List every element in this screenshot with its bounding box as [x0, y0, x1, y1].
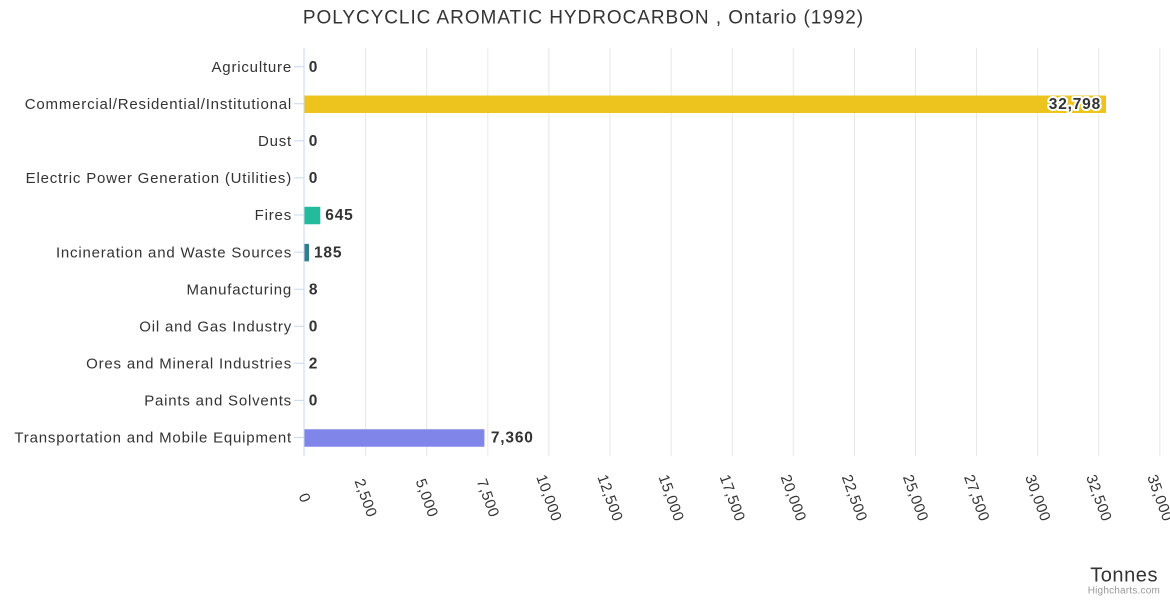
svg-text:Dust: Dust	[258, 133, 292, 150]
svg-text:Commercial/Residential/Institu: Commercial/Residential/Institutional	[25, 96, 292, 113]
svg-text:0: 0	[309, 133, 318, 150]
svg-text:0: 0	[309, 393, 318, 410]
svg-text:185: 185	[314, 244, 342, 261]
svg-text:Incineration and Waste Sources: Incineration and Waste Sources	[56, 244, 292, 261]
svg-text:Ores and Mineral Industries: Ores and Mineral Industries	[86, 356, 292, 373]
svg-text:Highcharts.com: Highcharts.com	[1088, 585, 1160, 596]
svg-text:8: 8	[309, 281, 318, 298]
svg-text:Paints and Solvents: Paints and Solvents	[144, 393, 292, 410]
svg-text:0: 0	[309, 59, 318, 76]
svg-text:0: 0	[309, 170, 318, 187]
svg-text:645: 645	[325, 207, 353, 224]
svg-text:Electric Power Generation (Uti: Electric Power Generation (Utilities)	[26, 170, 292, 187]
svg-text:Tonnes: Tonnes	[1090, 565, 1158, 587]
svg-text:7,360: 7,360	[491, 430, 534, 447]
svg-text:Oil and Gas Industry: Oil and Gas Industry	[139, 319, 292, 336]
svg-text:Transportation and Mobile Equi: Transportation and Mobile Equipment	[14, 430, 292, 447]
svg-text:Agriculture: Agriculture	[212, 59, 293, 76]
svg-text:32,798: 32,798	[1049, 96, 1101, 113]
svg-text:Fires: Fires	[255, 207, 292, 224]
svg-text:0: 0	[309, 319, 318, 336]
svg-text:2: 2	[309, 356, 318, 373]
svg-text:POLYCYCLIC AROMATIC HYDROCARBO: POLYCYCLIC AROMATIC HYDROCARBON , Ontari…	[303, 8, 864, 29]
svg-text:Manufacturing: Manufacturing	[187, 281, 292, 298]
